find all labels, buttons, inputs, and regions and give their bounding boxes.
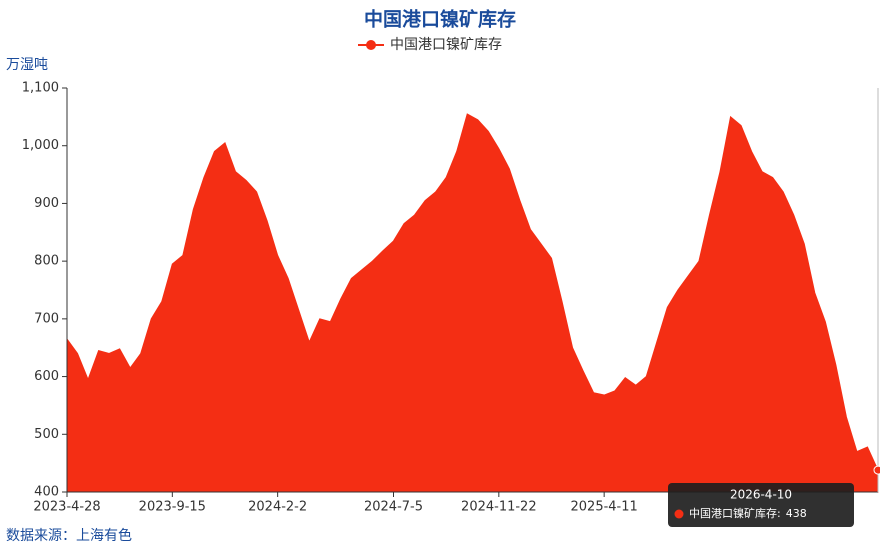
source: 数据来源：上海有色: [6, 527, 132, 544]
y-tick-label: 800: [34, 254, 59, 269]
y-tick-label: 500: [34, 427, 59, 442]
x-tick-label: 2023-4-28: [33, 500, 100, 515]
chart-title: 中国港口镍矿库存: [364, 8, 516, 31]
tooltip-value: 438: [786, 507, 807, 520]
tooltip-box: [668, 483, 854, 527]
y-tick-label: 1,100: [22, 81, 59, 96]
x-tick-label: 2024-11-22: [461, 500, 537, 515]
legend-marker: [366, 40, 376, 50]
tooltip-separator: :: [777, 507, 781, 520]
y-tick-label: 1,000: [22, 138, 59, 153]
y-tick-label: 900: [34, 196, 59, 211]
x-tick-label: 2024-2-2: [248, 500, 307, 515]
tooltip-date: 2026-4-10: [730, 488, 792, 502]
tooltip-text: 中国港口镍矿库存: 438: [689, 506, 807, 520]
tooltip-marker: [674, 509, 684, 519]
tooltip-series: 中国港口镍矿库存: [689, 506, 777, 520]
legend-label[interactable]: 中国港口镍矿库存: [390, 37, 502, 53]
x-tick-label: 2024-7-5: [364, 500, 423, 515]
area: [66, 113, 879, 493]
y-axis-label: 万湿吨: [6, 57, 48, 73]
tooltip: 2026-4-10 中国港口镍矿库存: 438: [668, 483, 854, 527]
y-tick-label: 600: [34, 369, 59, 384]
hover-point: [873, 465, 880, 475]
x-tick-label: 2025-4-11: [571, 500, 638, 515]
x-tick-label: 2023-9-15: [139, 500, 206, 515]
y-tick-label: 400: [34, 485, 59, 500]
y-tick-label: 700: [34, 311, 59, 326]
